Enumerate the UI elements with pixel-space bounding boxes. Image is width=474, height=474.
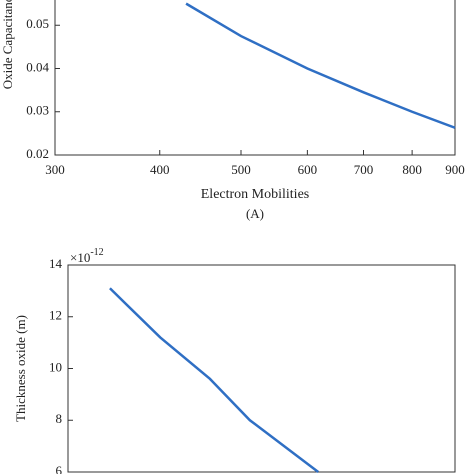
y-tick-label: 0.02 [26,146,49,161]
x-axis-label: Electron Mobilities [201,187,309,202]
data-line [109,287,320,473]
y-axis-label: Thickness oxide (m) [13,315,28,422]
x-tick-label: 500 [231,162,251,177]
x-tick-label: 600 [298,162,318,177]
x-tick-label: 700 [354,162,374,177]
y-tick-label: 10 [49,359,62,374]
plot-frame [67,264,456,473]
x-tick-label: 800 [402,162,422,177]
y-tick-label: 14 [49,256,63,271]
y-tick-label: 0.03 [26,103,49,118]
y-axis-label: Oxide Capacitance [0,0,15,89]
y-tick-label: 0.05 [26,16,49,31]
y-tick-label: 6 [56,463,63,474]
x-tick-label: 300 [45,162,65,177]
y-tick-label: 8 [56,411,63,426]
exponent-power: -12 [90,247,103,258]
plot-frame [54,0,456,156]
y-tick-label: 12 [49,308,62,323]
exponent-base: ×10 [70,250,90,265]
y-tick-label: 0.04 [26,59,49,74]
x-tick-label: 900 [445,162,465,177]
caption: (A) [246,206,264,221]
data-line [185,2,456,129]
axis-exponent: ×10-12 [70,247,104,265]
x-tick-label: 400 [150,162,170,177]
